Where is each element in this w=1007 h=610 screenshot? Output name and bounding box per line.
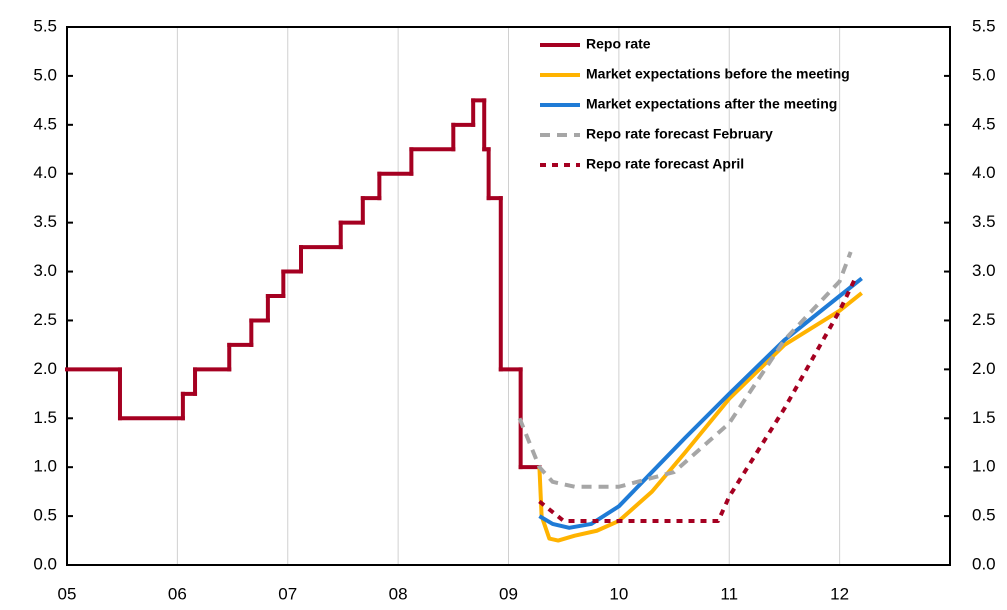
y2-tick-label: 4.0 bbox=[972, 163, 996, 182]
legend-label: Repo rate forecast February bbox=[586, 126, 773, 142]
y2-tick-label: 1.0 bbox=[972, 457, 996, 476]
line bbox=[517, 251, 853, 489]
y2-tick-label: 1.5 bbox=[972, 408, 996, 427]
y-tick-label: 4.5 bbox=[33, 114, 57, 133]
y2-tick-label: 4.5 bbox=[972, 114, 996, 133]
y-tick-label: 3.0 bbox=[33, 261, 57, 280]
line bbox=[538, 275, 858, 523]
y-tick-label: 2.0 bbox=[33, 359, 57, 378]
y-tick-label: 0.5 bbox=[33, 506, 57, 525]
y-tick-label: 4.0 bbox=[33, 163, 57, 182]
x-tick-label: 08 bbox=[389, 584, 408, 603]
y-tick-label: 5.5 bbox=[33, 16, 57, 35]
y2-tick-label: 2.0 bbox=[972, 359, 996, 378]
y-tick-label: 3.5 bbox=[33, 212, 57, 231]
legend-label: Market expectations before the meeting bbox=[586, 66, 850, 82]
y2-tick-label: 0.0 bbox=[972, 554, 996, 573]
y2-tick-label: 3.0 bbox=[972, 261, 996, 280]
y-tick-label: 1.5 bbox=[33, 408, 57, 427]
y2-tick-label: 0.5 bbox=[972, 506, 996, 525]
y2-tick-label: 2.5 bbox=[972, 310, 996, 329]
plot-frame bbox=[66, 26, 951, 566]
legend-label: Market expectations after the meeting bbox=[586, 96, 837, 112]
y-tick-label: 2.5 bbox=[33, 310, 57, 329]
y2-tick-label: 5.0 bbox=[972, 65, 996, 84]
x-tick-label: 10 bbox=[609, 584, 628, 603]
y2-tick-label: 5.5 bbox=[972, 16, 996, 35]
x-tick-label: 09 bbox=[499, 584, 518, 603]
legend-label: Repo rate forecast April bbox=[586, 156, 744, 172]
y-tick-label: 5.0 bbox=[33, 65, 57, 84]
x-tick-label: 11 bbox=[720, 584, 738, 603]
y2-tick-label: 3.5 bbox=[972, 212, 996, 231]
y-tick-label: 1.0 bbox=[33, 457, 57, 476]
x-tick-label: 06 bbox=[168, 584, 187, 603]
line bbox=[538, 276, 863, 530]
line bbox=[537, 291, 863, 543]
x-tick-label: 05 bbox=[58, 584, 77, 603]
y-tick-label: 0.0 bbox=[33, 554, 57, 573]
legend-label: Repo rate bbox=[586, 36, 651, 52]
x-tick-label: 12 bbox=[830, 584, 849, 603]
x-tick-label: 07 bbox=[278, 584, 297, 603]
